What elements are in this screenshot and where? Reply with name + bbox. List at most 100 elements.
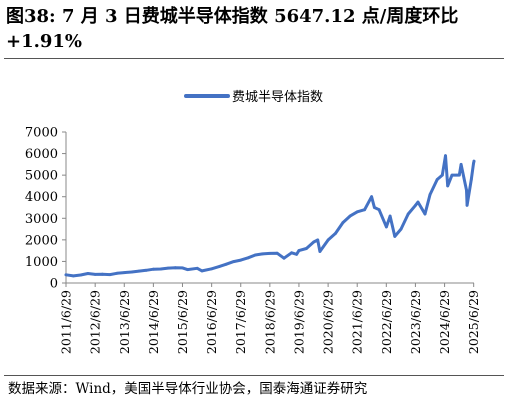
- figure-title: 图38: 7 月 3 日费城半导体指数 5647.12 点/周度环比 +1.91…: [6, 4, 504, 54]
- data-source-note: 数据来源：Wind，美国半导体行业协会，国泰海通证券研究: [8, 381, 368, 397]
- data-point: [224, 262, 228, 266]
- figure-title-line2: +1.91%: [6, 31, 83, 52]
- data-point: [173, 266, 177, 270]
- x-tick-label: 2014/6/29: [146, 290, 161, 354]
- data-point: [450, 173, 454, 177]
- x-tick-label: 2020/6/29: [321, 290, 336, 354]
- data-point: [435, 178, 439, 181]
- data-point: [210, 267, 214, 271]
- data-point: [423, 212, 427, 216]
- data-point: [275, 251, 279, 255]
- series-line: [64, 154, 476, 278]
- y-tick-label: 1000: [25, 255, 58, 270]
- data-point: [465, 203, 469, 207]
- data-point: [440, 173, 444, 177]
- data-point: [318, 250, 322, 253]
- data-point: [312, 240, 316, 244]
- data-point: [79, 273, 83, 277]
- data-point: [444, 154, 447, 158]
- x-tick-label: 2019/6/29: [291, 290, 306, 354]
- data-point: [363, 208, 366, 212]
- data-point: [455, 173, 459, 177]
- data-point: [186, 268, 189, 271]
- data-point: [239, 258, 243, 262]
- data-point: [388, 214, 392, 218]
- x-tick-label: 2021/6/29: [350, 290, 365, 354]
- y-tick-label: 0: [50, 277, 58, 292]
- data-point: [217, 265, 221, 268]
- data-point: [137, 269, 141, 273]
- data-point: [416, 200, 420, 204]
- data-point: [297, 249, 301, 253]
- data-point: [253, 253, 257, 257]
- data-point: [166, 266, 170, 270]
- data-point: [326, 238, 330, 242]
- data-point: [373, 206, 376, 209]
- data-point: [282, 256, 286, 260]
- data-point: [200, 269, 204, 273]
- data-point: [428, 193, 432, 197]
- data-point: [472, 162, 475, 165]
- data-point: [115, 271, 119, 275]
- data-point: [355, 210, 359, 214]
- data-point: [152, 267, 155, 271]
- title-divider: [4, 58, 504, 59]
- data-point: [108, 273, 112, 276]
- x-tick-label: 2011/6/29: [59, 290, 74, 354]
- x-tick-label: 2018/6/29: [262, 290, 277, 354]
- data-point: [414, 203, 417, 207]
- data-point: [122, 271, 126, 274]
- chart-series: [64, 154, 476, 278]
- data-point: [406, 212, 410, 216]
- data-point: [348, 214, 352, 218]
- data-point: [399, 227, 403, 231]
- data-point: [377, 208, 381, 212]
- figure-title-line1: 图38: 7 月 3 日费城半导体指数 5647.12 点/周度环比: [6, 6, 459, 27]
- x-axis-ticks: 2011/6/29 2012/6/29 2013/6/29 2014/6/29 2015…: [59, 283, 481, 354]
- x-tick-label: 2025/6/29: [466, 290, 481, 354]
- data-point: [370, 195, 373, 199]
- data-point: [393, 235, 397, 238]
- data-point: [295, 252, 298, 256]
- x-tick-label: 2016/6/29: [204, 290, 219, 354]
- data-point: [86, 272, 90, 275]
- data-point: [305, 247, 308, 250]
- data-point: [246, 256, 250, 260]
- x-tick-label: 2013/6/29: [117, 290, 132, 354]
- data-point: [261, 252, 264, 256]
- data-point: [472, 159, 476, 163]
- y-tick-label: 3000: [25, 212, 58, 227]
- y-tick-label: 6000: [25, 147, 58, 162]
- data-point: [101, 272, 104, 276]
- x-tick-label: 2022/6/29: [379, 290, 394, 354]
- x-tick-label: 2017/6/29: [233, 290, 248, 354]
- x-tick-label: 2015/6/29: [175, 290, 190, 354]
- y-tick-label: 7000: [25, 126, 58, 141]
- data-point: [341, 221, 345, 225]
- data-point: [93, 273, 97, 276]
- data-point: [232, 260, 236, 263]
- data-point: [159, 267, 163, 271]
- chart-legend: 费城半导体指数: [184, 90, 323, 105]
- data-point: [144, 268, 148, 272]
- data-point: [64, 273, 68, 277]
- legend-label: 费城半导体指数: [232, 90, 323, 105]
- sox-index-line-chart: 费城半导体指数 0 1000 2000 3000 4000 5000 6000 7000 20…: [25, 90, 481, 354]
- y-tick-label: 4000: [25, 190, 58, 205]
- y-tick-label: 5000: [25, 169, 58, 184]
- data-point: [181, 266, 184, 270]
- y-axis-ticks: 0 1000 2000 3000 4000 5000 6000 7000: [25, 126, 66, 292]
- x-tick-label: 2012/6/29: [88, 290, 103, 354]
- data-point: [459, 163, 463, 166]
- x-tick-label: 2024/6/29: [437, 290, 452, 354]
- data-point: [72, 274, 75, 278]
- data-point: [334, 232, 337, 235]
- data-point: [446, 184, 450, 188]
- data-point: [469, 178, 473, 181]
- data-point: [385, 225, 388, 229]
- x-tick-label: 2023/6/29: [408, 290, 423, 354]
- data-point: [130, 270, 134, 274]
- data-point: [290, 251, 293, 255]
- source-divider: [4, 375, 504, 376]
- y-tick-label: 2000: [25, 233, 58, 248]
